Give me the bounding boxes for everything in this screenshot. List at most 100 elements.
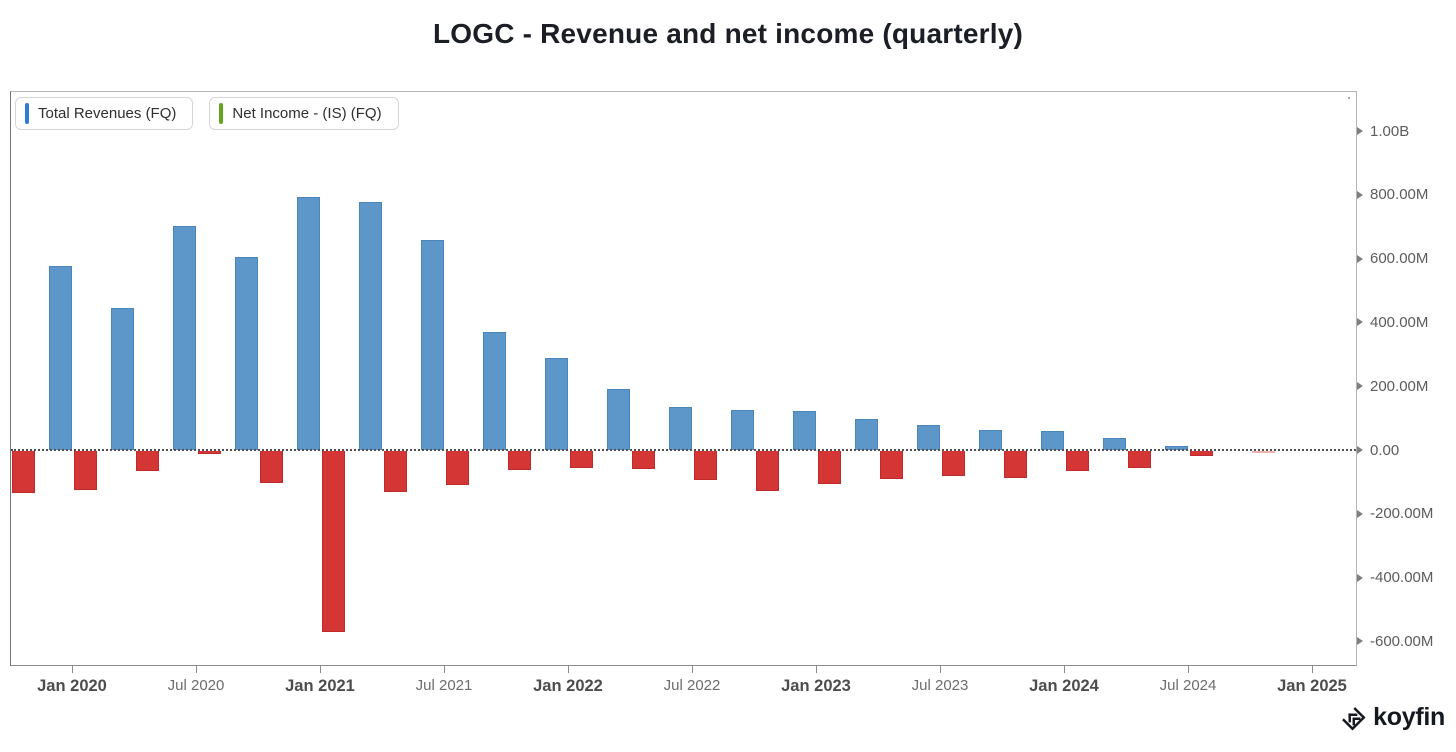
x-tick-label: Jul 2023: [911, 677, 969, 694]
net-income-bar[interactable]: [260, 451, 283, 483]
y-tick-arrow-icon: [1357, 127, 1363, 135]
revenue-bar[interactable]: [979, 430, 1002, 450]
revenue-bar[interactable]: [421, 240, 444, 450]
revenue-bar[interactable]: [483, 332, 506, 450]
revenue-bar[interactable]: [917, 425, 940, 450]
net-income-bar[interactable]: [136, 451, 159, 471]
y-tick-arrow-icon: [1357, 573, 1363, 582]
x-tick-label: Jan 2023: [781, 677, 851, 695]
koyfin-logo-text: koyfin: [1373, 703, 1445, 731]
x-tick-label: Jan 2024: [1029, 677, 1099, 695]
y-tick-label: -600.00M: [1370, 632, 1434, 650]
legend-item-net-income[interactable]: Net Income - (IS) (FQ): [209, 97, 399, 130]
revenue-bar[interactable]: [297, 197, 320, 450]
y-tick-arrow-icon: [1357, 318, 1363, 327]
x-tick: [1064, 666, 1065, 673]
x-tick-label: Jul 2020: [167, 677, 225, 694]
y-axis-tick: -400.00M: [1357, 569, 1433, 587]
revenue-bar[interactable]: [793, 411, 816, 450]
y-axis-tick: -600.00M: [1357, 632, 1433, 650]
x-tick: [568, 666, 569, 673]
net-income-bar[interactable]: [74, 451, 97, 490]
net-income-bar[interactable]: [198, 451, 221, 454]
legend-marker-net-income: [219, 103, 224, 124]
net-income-bar[interactable]: [1066, 451, 1089, 471]
chart-frame: Total Revenues (FQ) Net Income - (IS) (F…: [10, 91, 1357, 666]
y-axis-tick: 400.00M: [1357, 313, 1428, 331]
x-tick-label: Jan 2021: [285, 677, 355, 695]
x-tick-label: Jan 2020: [37, 677, 107, 695]
x-tick-label: Jul 2022: [663, 677, 721, 694]
revenue-bar[interactable]: [669, 407, 692, 450]
y-tick-arrow-icon: [1357, 637, 1363, 646]
revenue-bar[interactable]: [1103, 438, 1126, 450]
y-tick-label: 1.00B: [1370, 122, 1410, 140]
y-axis-tick: 600.00M: [1357, 250, 1428, 268]
revenue-bar[interactable]: [1041, 431, 1064, 450]
net-income-bar[interactable]: [446, 451, 469, 485]
net-income-bar[interactable]: [632, 451, 655, 469]
net-income-bar[interactable]: [570, 451, 593, 468]
y-tick-label: -400.00M: [1370, 569, 1434, 587]
x-tick: [940, 666, 941, 673]
revenue-bar[interactable]: [359, 202, 382, 450]
y-tick-arrow-icon: [1357, 190, 1363, 199]
koyfin-logo[interactable]: koyfin: [1339, 703, 1445, 732]
net-income-bar[interactable]: [1004, 451, 1027, 478]
net-income-bar[interactable]: [1252, 451, 1275, 453]
y-tick-label: 200.00M: [1370, 377, 1429, 395]
y-tick-label: 400.00M: [1370, 313, 1429, 331]
revenue-bar[interactable]: [111, 308, 134, 450]
y-tick-label: 600.00M: [1370, 250, 1429, 268]
x-tick-label: Jul 2021: [415, 677, 473, 694]
net-income-bar[interactable]: [756, 451, 779, 491]
x-tick: [320, 666, 321, 673]
net-income-bar[interactable]: [384, 451, 407, 492]
y-axis-tick: 800.00M: [1357, 186, 1428, 204]
revenue-bar[interactable]: [49, 266, 72, 450]
y-axis-tick: 200.00M: [1357, 377, 1428, 395]
zero-gridline: [11, 449, 1356, 451]
x-tick-label: Jan 2022: [533, 677, 603, 695]
y-tick-arrow-icon: [1357, 254, 1363, 263]
y-tick-label: 0.00: [1370, 441, 1400, 459]
net-income-bar[interactable]: [1190, 451, 1213, 456]
net-income-bar[interactable]: [322, 451, 345, 632]
plot-area: [11, 92, 1356, 665]
net-income-bar[interactable]: [880, 451, 903, 479]
x-tick: [1312, 666, 1313, 673]
y-tick-label: 800.00M: [1370, 186, 1429, 204]
legend-item-total-revenues[interactable]: Total Revenues (FQ): [15, 97, 194, 130]
y-tick-arrow-icon: [1357, 446, 1363, 454]
net-income-bar[interactable]: [1128, 451, 1151, 468]
x-tick: [196, 666, 197, 673]
x-tick-label: Jan 2025: [1277, 677, 1347, 695]
y-axis-tick: 1.00B: [1357, 122, 1409, 140]
x-tick: [1188, 666, 1189, 673]
y-axis-tick: 0.00: [1357, 441, 1399, 459]
y-tick-arrow-icon: [1357, 382, 1363, 391]
net-income-bar[interactable]: [942, 451, 965, 476]
revenue-bar[interactable]: [1165, 446, 1188, 450]
net-income-bar[interactable]: [694, 451, 717, 480]
x-tick: [816, 666, 817, 673]
revenue-bar[interactable]: [607, 389, 630, 450]
y-axis-tick: -200.00M: [1357, 505, 1433, 523]
chart-title: LOGC - Revenue and net income (quarterly…: [432, 18, 1024, 49]
net-income-bar[interactable]: [818, 451, 841, 484]
net-income-bar[interactable]: [508, 451, 531, 470]
revenue-bar[interactable]: [731, 410, 754, 450]
revenue-bar[interactable]: [545, 358, 568, 450]
y-tick-label: -200.00M: [1370, 505, 1434, 523]
legend: Total Revenues (FQ) Net Income - (IS) (F…: [15, 97, 399, 130]
revenue-bar[interactable]: [855, 419, 878, 450]
x-tick: [444, 666, 445, 673]
revenue-bar[interactable]: [235, 257, 258, 450]
koyfin-logo-icon: [1339, 704, 1366, 731]
axis-top-tick-dot: [1348, 97, 1350, 99]
x-tick-label: Jul 2024: [1159, 677, 1217, 694]
revenue-bar[interactable]: [173, 226, 196, 450]
net-income-bar[interactable]: [12, 451, 35, 493]
legend-label-net-income: Net Income - (IS) (FQ): [232, 105, 382, 122]
